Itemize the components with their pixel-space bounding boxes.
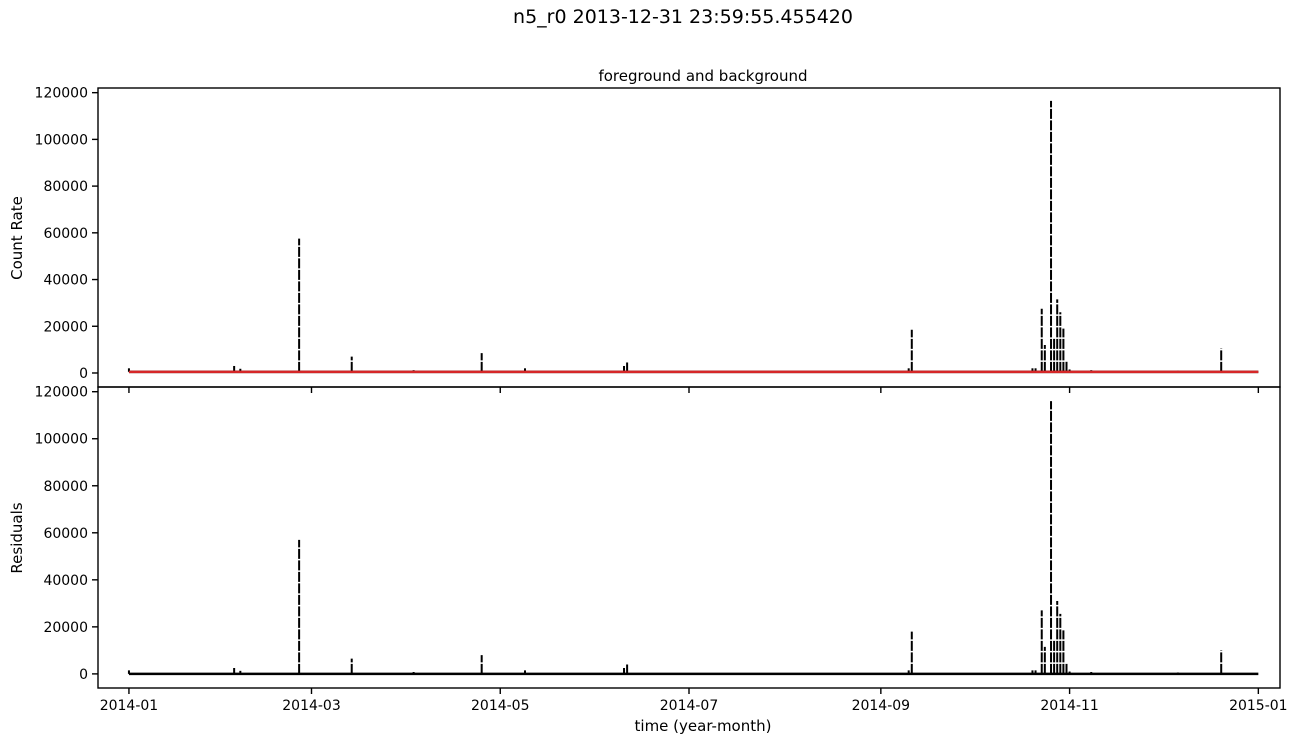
bottom-series-residuals (127, 401, 1259, 676)
top-ytick-label-0: 0 (79, 366, 88, 382)
top-ytick-label-40000: 40000 (43, 273, 88, 289)
bottom-xtick-label-2015-01-01: 2015-01 (1229, 698, 1288, 714)
bottom-xtick-label-2014-05-01: 2014-05 (471, 698, 530, 714)
bottom-ytick-label-120000: 120000 (35, 385, 88, 401)
bottom-ytick-label-60000: 60000 (43, 526, 88, 542)
bottom-ytick-label-40000: 40000 (43, 573, 88, 589)
x-axis-label: time (year-month) (635, 717, 772, 735)
top-ytick-label-80000: 80000 (43, 179, 88, 195)
bottom-y-axis-label: Residuals (8, 502, 26, 573)
bottom-xtick-label-2014-01-01: 2014-01 (100, 698, 159, 714)
bottom-ytick-label-0: 0 (79, 667, 88, 683)
bottom-ytick-label-20000: 20000 (43, 620, 88, 636)
top-panel-title: foreground and background (598, 67, 807, 85)
bottom-xtick-label-2014-03-01: 2014-03 (282, 698, 341, 714)
bottom-xtick-label-2014-07-01: 2014-07 (660, 698, 719, 714)
bottom-xtick-label-2014-09-01: 2014-09 (852, 698, 911, 714)
figure-title: n5_r0 2013-12-31 23:59:55.455420 (513, 6, 853, 28)
bottom-panel: 0 20000 40000 60000 80000 100000 120000 2014-01… (35, 385, 1288, 714)
top-y-axis-label: Count Rate (8, 196, 26, 280)
top-ytick-label-60000: 60000 (43, 226, 88, 242)
bottom-ytick-label-80000: 80000 (43, 479, 88, 495)
top-ytick-label-100000: 100000 (35, 132, 88, 148)
bottom-ytick-label-100000: 100000 (35, 432, 88, 448)
top-panel: 0 20000 40000 60000 80000 100000 120000 (35, 86, 1281, 393)
top-ytick-label-20000: 20000 (43, 319, 88, 335)
top-ytick-label-120000: 120000 (35, 86, 88, 102)
bottom-xtick-label-2014-11-01: 2014-11 (1040, 698, 1099, 714)
